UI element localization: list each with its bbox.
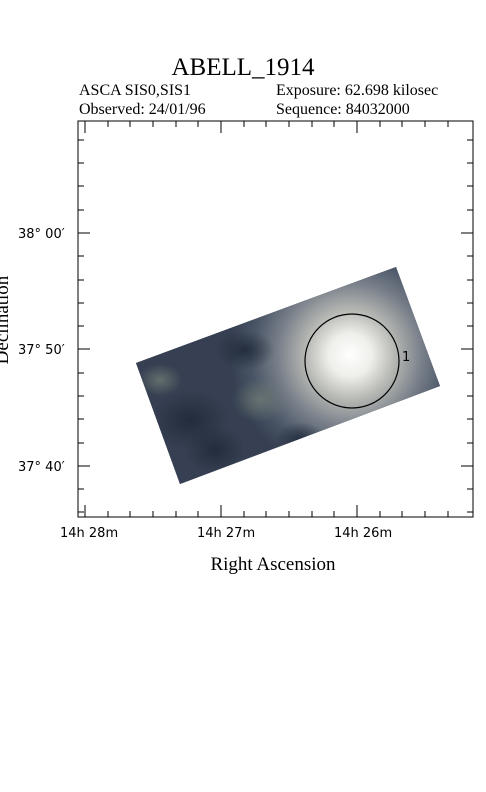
y-axis-ticks — [78, 139, 473, 513]
x-tick-label: 14h 28m — [60, 526, 118, 541]
xray-image — [136, 267, 440, 484]
x-tick-label: 14h 27m — [197, 526, 255, 541]
instrument-text: ASCA SIS0,SIS1 — [79, 82, 192, 99]
observation-title: ABELL_1914 — [171, 54, 315, 81]
source-region-circle — [304, 313, 400, 409]
exposure-text: Exposure: 62.698 kilosec — [276, 82, 439, 99]
y-tick-label: 37° 40′ — [18, 460, 65, 475]
x-axis-ticks — [84, 121, 449, 517]
sequence-text: Sequence: 84032000 — [276, 101, 410, 118]
observed-date-text: Observed: 24/01/96 — [79, 101, 206, 118]
x-tick-label: 14h 26m — [334, 526, 392, 541]
plot-frame — [77, 120, 474, 518]
x-axis-label: Right Ascension — [210, 554, 336, 575]
y-axis-label: Declination — [0, 275, 13, 365]
y-tick-label: 37° 50′ — [18, 343, 65, 358]
y-tick-label: 38° 00′ — [18, 227, 65, 242]
source-region-label: 1 — [402, 350, 410, 365]
